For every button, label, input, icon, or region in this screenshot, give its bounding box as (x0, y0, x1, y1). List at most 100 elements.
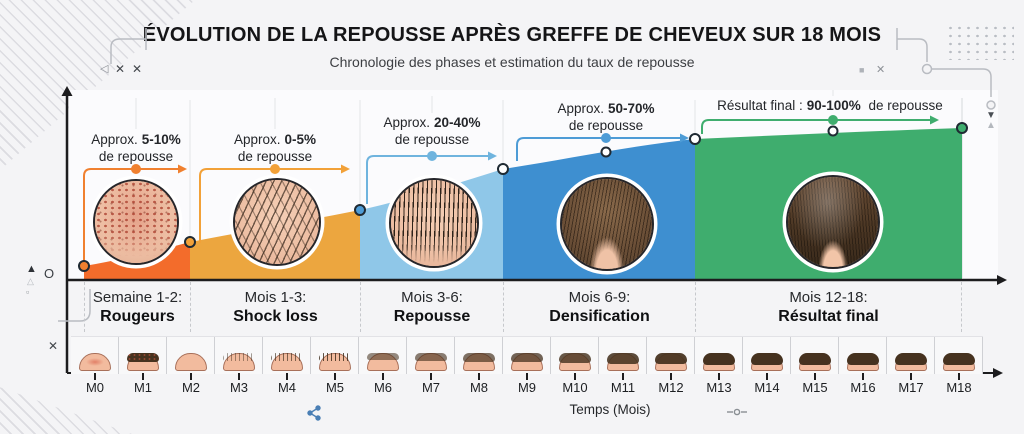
month-tick-label: M3 (229, 380, 249, 395)
head-icon (943, 353, 975, 371)
month-tick-label: M0 (85, 380, 105, 395)
head-icon (751, 353, 783, 371)
phase-period: Semaine 1-2: (92, 289, 183, 306)
annotation-value: 50-70% (607, 101, 655, 116)
month-cell (743, 337, 791, 374)
axis-tick (670, 373, 672, 380)
axis-tick (862, 373, 864, 380)
annotation-suffix: de repousse (237, 149, 313, 164)
month-cell (71, 337, 119, 374)
square-icon: ■ (859, 65, 865, 75)
head-icon (703, 353, 735, 371)
month-cell (455, 337, 503, 374)
month-cell (311, 337, 359, 374)
month-tick-label: M10 (562, 380, 588, 395)
annotation-suffix: de repousse (868, 98, 943, 113)
month-tick-label: M17 (898, 380, 924, 395)
month-cell (695, 337, 743, 374)
triangle-down-icon: ▼ (986, 110, 996, 121)
axis-tick (526, 373, 528, 380)
phase-label-rougeurs: Semaine 1-2: Rougeurs (84, 282, 190, 332)
x-axis-label: Temps (Mois) (569, 402, 651, 417)
head-icon (655, 353, 687, 371)
origin-label: O (44, 266, 55, 281)
month-cell (263, 337, 311, 374)
annotation-prefix: Approx. (91, 132, 138, 147)
annotation-phase-5: Résultat final :90-100% de repousse (680, 97, 980, 114)
phase-name: Shock loss (233, 308, 318, 325)
annotation-value: 5-10% (141, 132, 181, 147)
phase-name: Résultat final (778, 308, 879, 325)
head-icon (607, 353, 639, 371)
phase-name: Repousse (393, 308, 471, 325)
phase-period: Mois 3-6: (401, 289, 463, 306)
month-tick-label: M2 (181, 380, 201, 395)
scalp-photo-shock-loss (233, 178, 321, 266)
axis-tick (718, 373, 720, 380)
head-icon (415, 353, 447, 371)
annotation-phase-3: Approx. 20-40% de repousse (347, 114, 517, 148)
annotation-arrowheads (178, 115, 939, 174)
month-tick-label: M7 (421, 380, 441, 395)
head-icon (127, 353, 159, 371)
head-icon (367, 353, 399, 371)
x-mark-icon: ✕ (48, 339, 59, 353)
phase-label-repousse: Mois 3-6: Repousse (360, 282, 503, 332)
head-icon (271, 353, 303, 371)
month-cell (119, 337, 167, 374)
month-cell (551, 337, 599, 374)
axis-tick (238, 373, 240, 380)
x-mark-icon: ✕ (876, 64, 886, 76)
month-cell (215, 337, 263, 374)
head-icon (319, 353, 351, 371)
head-icon (847, 353, 879, 371)
phase-label-shock-loss: Mois 1-3: Shock loss (190, 282, 360, 332)
annotation-suffix: de repousse (394, 132, 470, 147)
phase-name: Rougeurs (100, 308, 175, 325)
graft-dots (95, 181, 177, 263)
page-subtitle: Chronologie des phases et estimation du … (329, 54, 695, 70)
phase-label-densification: Mois 6-9: Densification (503, 282, 695, 332)
scalp-photo-resultat-final (786, 175, 880, 269)
month-cell (839, 337, 887, 374)
new-hair-stubble (391, 180, 477, 266)
month-cell (167, 337, 215, 374)
month-tick-label: M11 (610, 380, 636, 395)
axis-tick (334, 373, 336, 380)
month-tick-label: M16 (850, 380, 876, 395)
triangle-outline-icon: △ (27, 276, 34, 286)
axis-tick (814, 373, 816, 380)
curve-markers (78, 122, 968, 272)
page-title: ÉVOLUTION DE LA REPOUSSE APRÈS GREFFE DE… (142, 24, 882, 46)
phase-label-resultat-final: Mois 12-18: Résultat final (695, 282, 962, 332)
title-bracket-lines (58, 28, 996, 322)
month-tick-label: M13 (706, 380, 732, 395)
month-cell (359, 337, 407, 374)
annotation-prefix: Résultat final : (717, 98, 803, 113)
head-icon (895, 353, 927, 371)
skin-patch (562, 179, 652, 269)
axis-tick (382, 373, 384, 380)
triangle-left-icon: ◁ (100, 63, 109, 75)
annotation-value: 20-40% (433, 115, 481, 130)
scalp-photo-densification (560, 177, 654, 271)
axis-tick (142, 373, 144, 380)
annotation-prefix: Approx. (383, 115, 430, 130)
scalp-photo-rougeurs (93, 179, 179, 265)
thinning-strands (235, 180, 319, 264)
month-cell (503, 337, 551, 374)
triangle-up-icon: ▲ (986, 120, 996, 131)
skin-patch (788, 177, 878, 267)
annotation-phase-4: Approx. 50-70% de repousse (521, 100, 691, 134)
axis-tick (622, 373, 624, 380)
axis-tick (574, 373, 576, 380)
annotation-phase-2: Approx. 0-5% de repousse (190, 131, 360, 165)
annotation-suffix: de repousse (568, 118, 644, 133)
month-tick-label: M14 (754, 380, 780, 395)
axis-arrowheads (61, 86, 1007, 378)
axis-tick (94, 373, 96, 380)
annotation-arrows (83, 119, 930, 263)
phase-name: Densification (549, 308, 650, 325)
head-icon (223, 353, 255, 371)
